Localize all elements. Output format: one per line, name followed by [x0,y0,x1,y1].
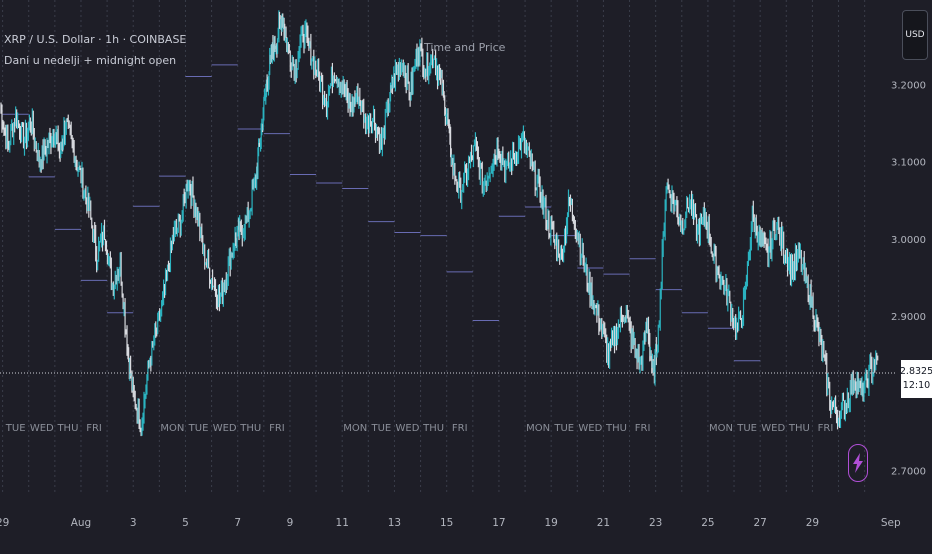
date-tick-label: 27 [753,517,766,529]
date-tick-label: 29 [806,517,819,529]
weekday-label: THU [56,423,78,434]
weekday-label: FRI [818,423,834,434]
weekday-label: THU [788,423,810,434]
weekday-label: WED [761,423,785,434]
date-tick-label: 19 [544,517,557,529]
midnight-open-lines [2,64,761,362]
date-tick-label: 25 [701,517,714,529]
date-tick-label: 9 [287,517,294,529]
day-gridlines [2,0,866,495]
lightning-bolt-glyph [853,453,863,473]
weekday-label: MON [526,423,550,434]
weekday-label: THU [422,423,444,434]
weekday-label: MON [343,423,367,434]
price-tick-label: 2.7000 [891,467,926,478]
date-tick-label: 15 [440,517,453,529]
weekday-label: TUE [371,423,392,434]
time-and-price-annotation: Time and Price [424,41,506,54]
date-tick-label: 21 [597,517,610,529]
weekday-label: FRI [635,423,651,434]
weekday-label: WED [578,423,602,434]
weekday-label: FRI [269,423,285,434]
price-tick-label: 3.0000 [891,235,926,246]
currency-button[interactable]: USD [902,10,928,60]
lightning-bolt-icon[interactable] [848,444,868,482]
indicator-name[interactable]: Dani u nedelji + midnight open [4,54,177,67]
weekday-label: WED [30,423,54,434]
weekday-label: THU [605,423,627,434]
price-tick-label: 3.1000 [891,158,926,169]
weekday-label: TUE [188,423,209,434]
price-axis: 3.2000 3.1000 3.0000 2.9000 2.7000 [891,80,926,477]
weekday-label: MON [709,423,733,434]
weekday-label: FRI [86,423,102,434]
date-tick-label: 29 [0,517,9,529]
price-series [0,10,879,437]
last-price-tag: 2.8325 12:10 [900,360,932,398]
date-tick-label: 13 [388,517,401,529]
weekday-label: MON [160,423,184,434]
weekday-label: TUE [5,423,26,434]
bar-countdown: 12:10 [902,380,931,391]
date-tick-label: Sep [881,517,901,529]
symbol-title: XRP / U.S. Dollar · 1h · COINBASE [4,33,187,46]
date-tick-label: 11 [336,517,349,529]
date-tick-label: Aug [71,517,92,529]
weekday-labels: TUE WED THU FRI MON TUE WED THU FRI MON TUE WED THU F… [5,423,833,434]
price-tick-label: 2.9000 [891,312,926,323]
date-tick-label: 17 [492,517,505,529]
weekday-label: THU [239,423,261,434]
weekday-label: WED [213,423,237,434]
last-price-value: 2.8325 [899,366,932,377]
date-tick-label: 7 [234,517,241,529]
date-tick-label: 5 [182,517,189,529]
date-tick-label: 3 [130,517,137,529]
weekday-label: TUE [553,423,574,434]
weekday-label: FRI [452,423,468,434]
weekday-label: WED [396,423,420,434]
price-tick-label: 3.2000 [891,80,926,91]
date-tick-label: 23 [649,517,662,529]
time-axis: 29 Aug 3 5 7 9 11 13 15 17 19 21 23 25 27 29 Sep [0,517,901,529]
weekday-label: TUE [736,423,757,434]
